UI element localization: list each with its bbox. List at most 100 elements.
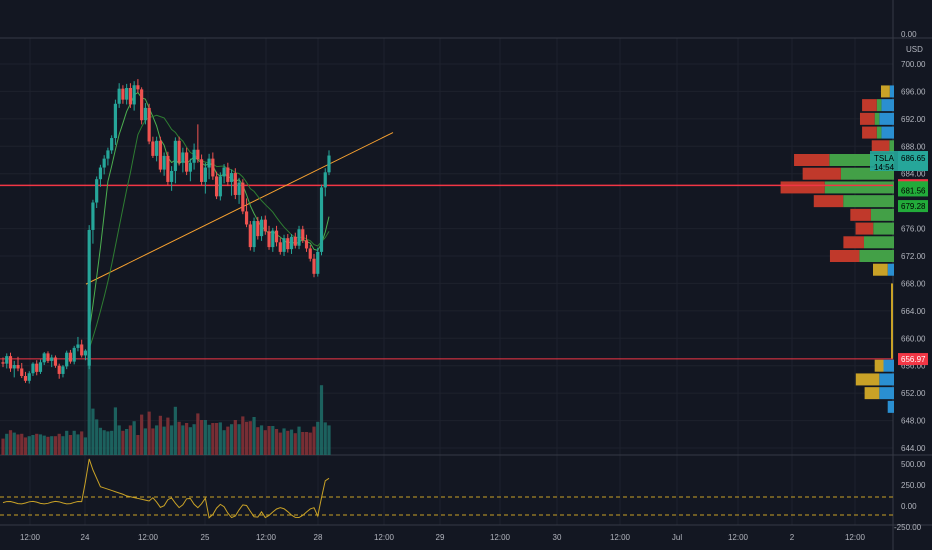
volume-bar [263, 430, 267, 455]
profile-segment [829, 250, 860, 262]
candle-body [301, 229, 305, 241]
trendline[interactable] [85, 132, 394, 285]
candle-body [177, 140, 181, 163]
candle-body [31, 363, 35, 374]
volume-bar [282, 428, 286, 455]
volume-bar [211, 423, 215, 455]
symbol-tag-bg [870, 151, 898, 171]
candle-body [207, 158, 211, 168]
volume-bar [166, 417, 170, 455]
candle-body [308, 248, 312, 259]
candle-body [68, 352, 73, 362]
volume-bar [68, 435, 73, 455]
last-price-tag-bg [898, 151, 928, 171]
candle-body [98, 167, 103, 180]
candle-body [289, 236, 294, 250]
price-tick: 648.00 [901, 417, 926, 426]
profile-segment [863, 236, 894, 249]
price-label-bg [898, 353, 928, 366]
profile-segment [873, 222, 894, 235]
volume-bar [308, 432, 312, 455]
profile-segment [879, 387, 894, 400]
candle-body [143, 107, 147, 121]
oscillator-line [2, 458, 330, 519]
profile-segment [889, 140, 894, 153]
candle-body [188, 162, 192, 172]
profile-segment [850, 208, 871, 221]
moving-average-line [88, 114, 330, 349]
price-label-bg [898, 200, 928, 213]
candle-body [132, 85, 136, 105]
candle-body [304, 240, 309, 249]
volume-bar [244, 421, 249, 455]
profile-segment [881, 99, 894, 112]
profile-segment [870, 208, 894, 221]
candle-body [248, 224, 252, 248]
profile-segment [824, 181, 894, 194]
candle-body [87, 229, 91, 366]
candle-body [158, 140, 162, 170]
profile-segment [843, 236, 864, 249]
volume-bar [53, 436, 58, 455]
price-axis[interactable]: USD 0.00 700.00 696.00 692.00 688.00 684.00 6… [894, 30, 926, 532]
time-axis[interactable]: 12:00 24 12:00 25 12:00 28 12:00 29 12:00 30 12:00… [20, 533, 866, 542]
horizontal-lines[interactable] [0, 184, 893, 360]
time-tick: 12:00 [20, 533, 41, 542]
volume-bar [80, 431, 84, 455]
candle-body [293, 236, 297, 246]
profile-segment [862, 126, 877, 139]
volume-bar [128, 425, 133, 455]
volume-bar [203, 420, 207, 455]
volume-bar [12, 432, 16, 455]
candle-body [8, 356, 13, 369]
candle-body [57, 365, 61, 374]
oscillator-tick: 250.00 [901, 481, 926, 490]
candle-body [23, 376, 28, 381]
volume-bar [177, 421, 181, 455]
candle-body [125, 88, 129, 100]
candle-body [192, 149, 196, 163]
profile-segment [843, 195, 894, 208]
volume-bar [301, 432, 305, 455]
volume-bar [289, 429, 294, 455]
volume-bar [162, 426, 166, 455]
volume-bar [31, 435, 35, 455]
profile-segment [876, 99, 882, 112]
candle-body [237, 182, 241, 195]
profile-segment [879, 112, 894, 125]
time-tick: 30 [553, 533, 562, 542]
time-tick: 12:00 [138, 533, 159, 542]
volume-bar [181, 425, 185, 455]
candle-body [316, 251, 320, 274]
candle-body [121, 88, 125, 100]
candle-body [229, 173, 234, 182]
currency-label: USD [906, 45, 923, 54]
volume-bar [35, 433, 39, 455]
profile-segment [780, 181, 825, 194]
volume-bar [199, 420, 204, 455]
oscillator-tick: 0.00 [901, 502, 917, 511]
price-tick: 688.00 [901, 142, 926, 151]
volume-bar [38, 434, 43, 455]
moving-averages [88, 91, 330, 349]
time-tick: 24 [81, 533, 90, 542]
profile-segment [855, 222, 874, 235]
candle-body [136, 85, 140, 90]
price-label-bg [898, 184, 928, 197]
candle-body [199, 159, 204, 182]
profile-segment [876, 126, 882, 139]
volume-bar [46, 436, 50, 455]
candle-body [128, 88, 133, 105]
volume-bar [102, 430, 106, 455]
candle-body [241, 182, 245, 212]
profile-segment [880, 85, 890, 98]
volume-bar [185, 423, 189, 455]
volume-bar [8, 430, 13, 455]
candle-body [113, 103, 118, 139]
candle-body [185, 152, 189, 172]
volume-bar [278, 432, 282, 455]
price-tick: 696.00 [901, 87, 926, 96]
candle-body [5, 356, 9, 364]
candle-body [35, 363, 39, 372]
